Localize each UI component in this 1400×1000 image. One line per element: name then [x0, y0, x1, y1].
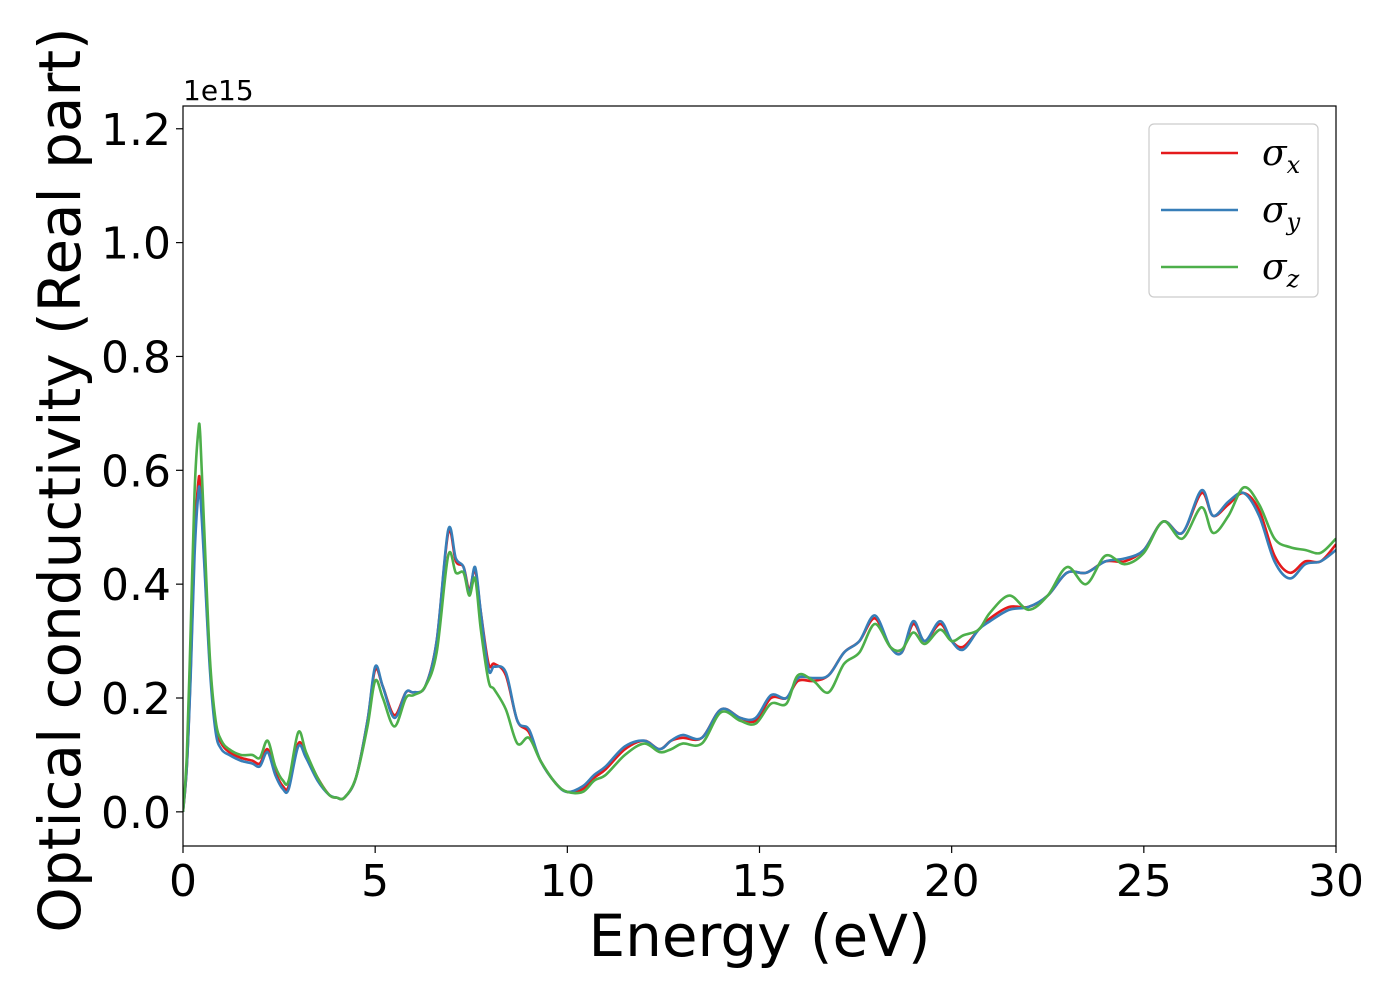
x-tick-label: 15: [732, 856, 788, 907]
legend-label-y: σy: [1262, 190, 1301, 236]
y-tick-label: 1.2: [101, 105, 171, 156]
series-line-x: [183, 474, 1336, 812]
y-axis-title: Optical conductivity (Real part): [26, 27, 94, 932]
y-tick-label: 0.8: [101, 332, 171, 383]
y-tick-label: 0.6: [101, 446, 171, 497]
x-tick-label: 10: [539, 856, 595, 907]
x-axis-ticks: 0 5 10 15 20 25 30: [169, 846, 1364, 907]
y-tick-label: 0.4: [101, 560, 171, 611]
legend-label-z: σz: [1262, 247, 1300, 293]
y-tick-label: 0.2: [101, 674, 171, 725]
x-tick-label: 30: [1308, 856, 1364, 907]
x-tick-label: 5: [361, 856, 389, 907]
x-axis-title: Energy (eV): [588, 902, 930, 970]
y-offset-label: 1e15: [183, 74, 254, 107]
y-tick-label: 1.0: [101, 219, 171, 270]
series-line-z: [183, 422, 1336, 812]
series-line-y: [183, 485, 1336, 812]
y-axis-ticks: 0.0 0.2 0.4 0.6 0.8 1.0 1.2: [101, 105, 183, 839]
x-tick-label: 20: [924, 856, 980, 907]
x-tick-label: 25: [1116, 856, 1172, 907]
legend: σx σy σz: [1148, 123, 1319, 298]
y-tick-label: 0.0: [101, 788, 171, 839]
legend-label-x: σx: [1262, 133, 1301, 179]
x-tick-label: 0: [169, 856, 197, 907]
series-lines: [183, 422, 1336, 812]
